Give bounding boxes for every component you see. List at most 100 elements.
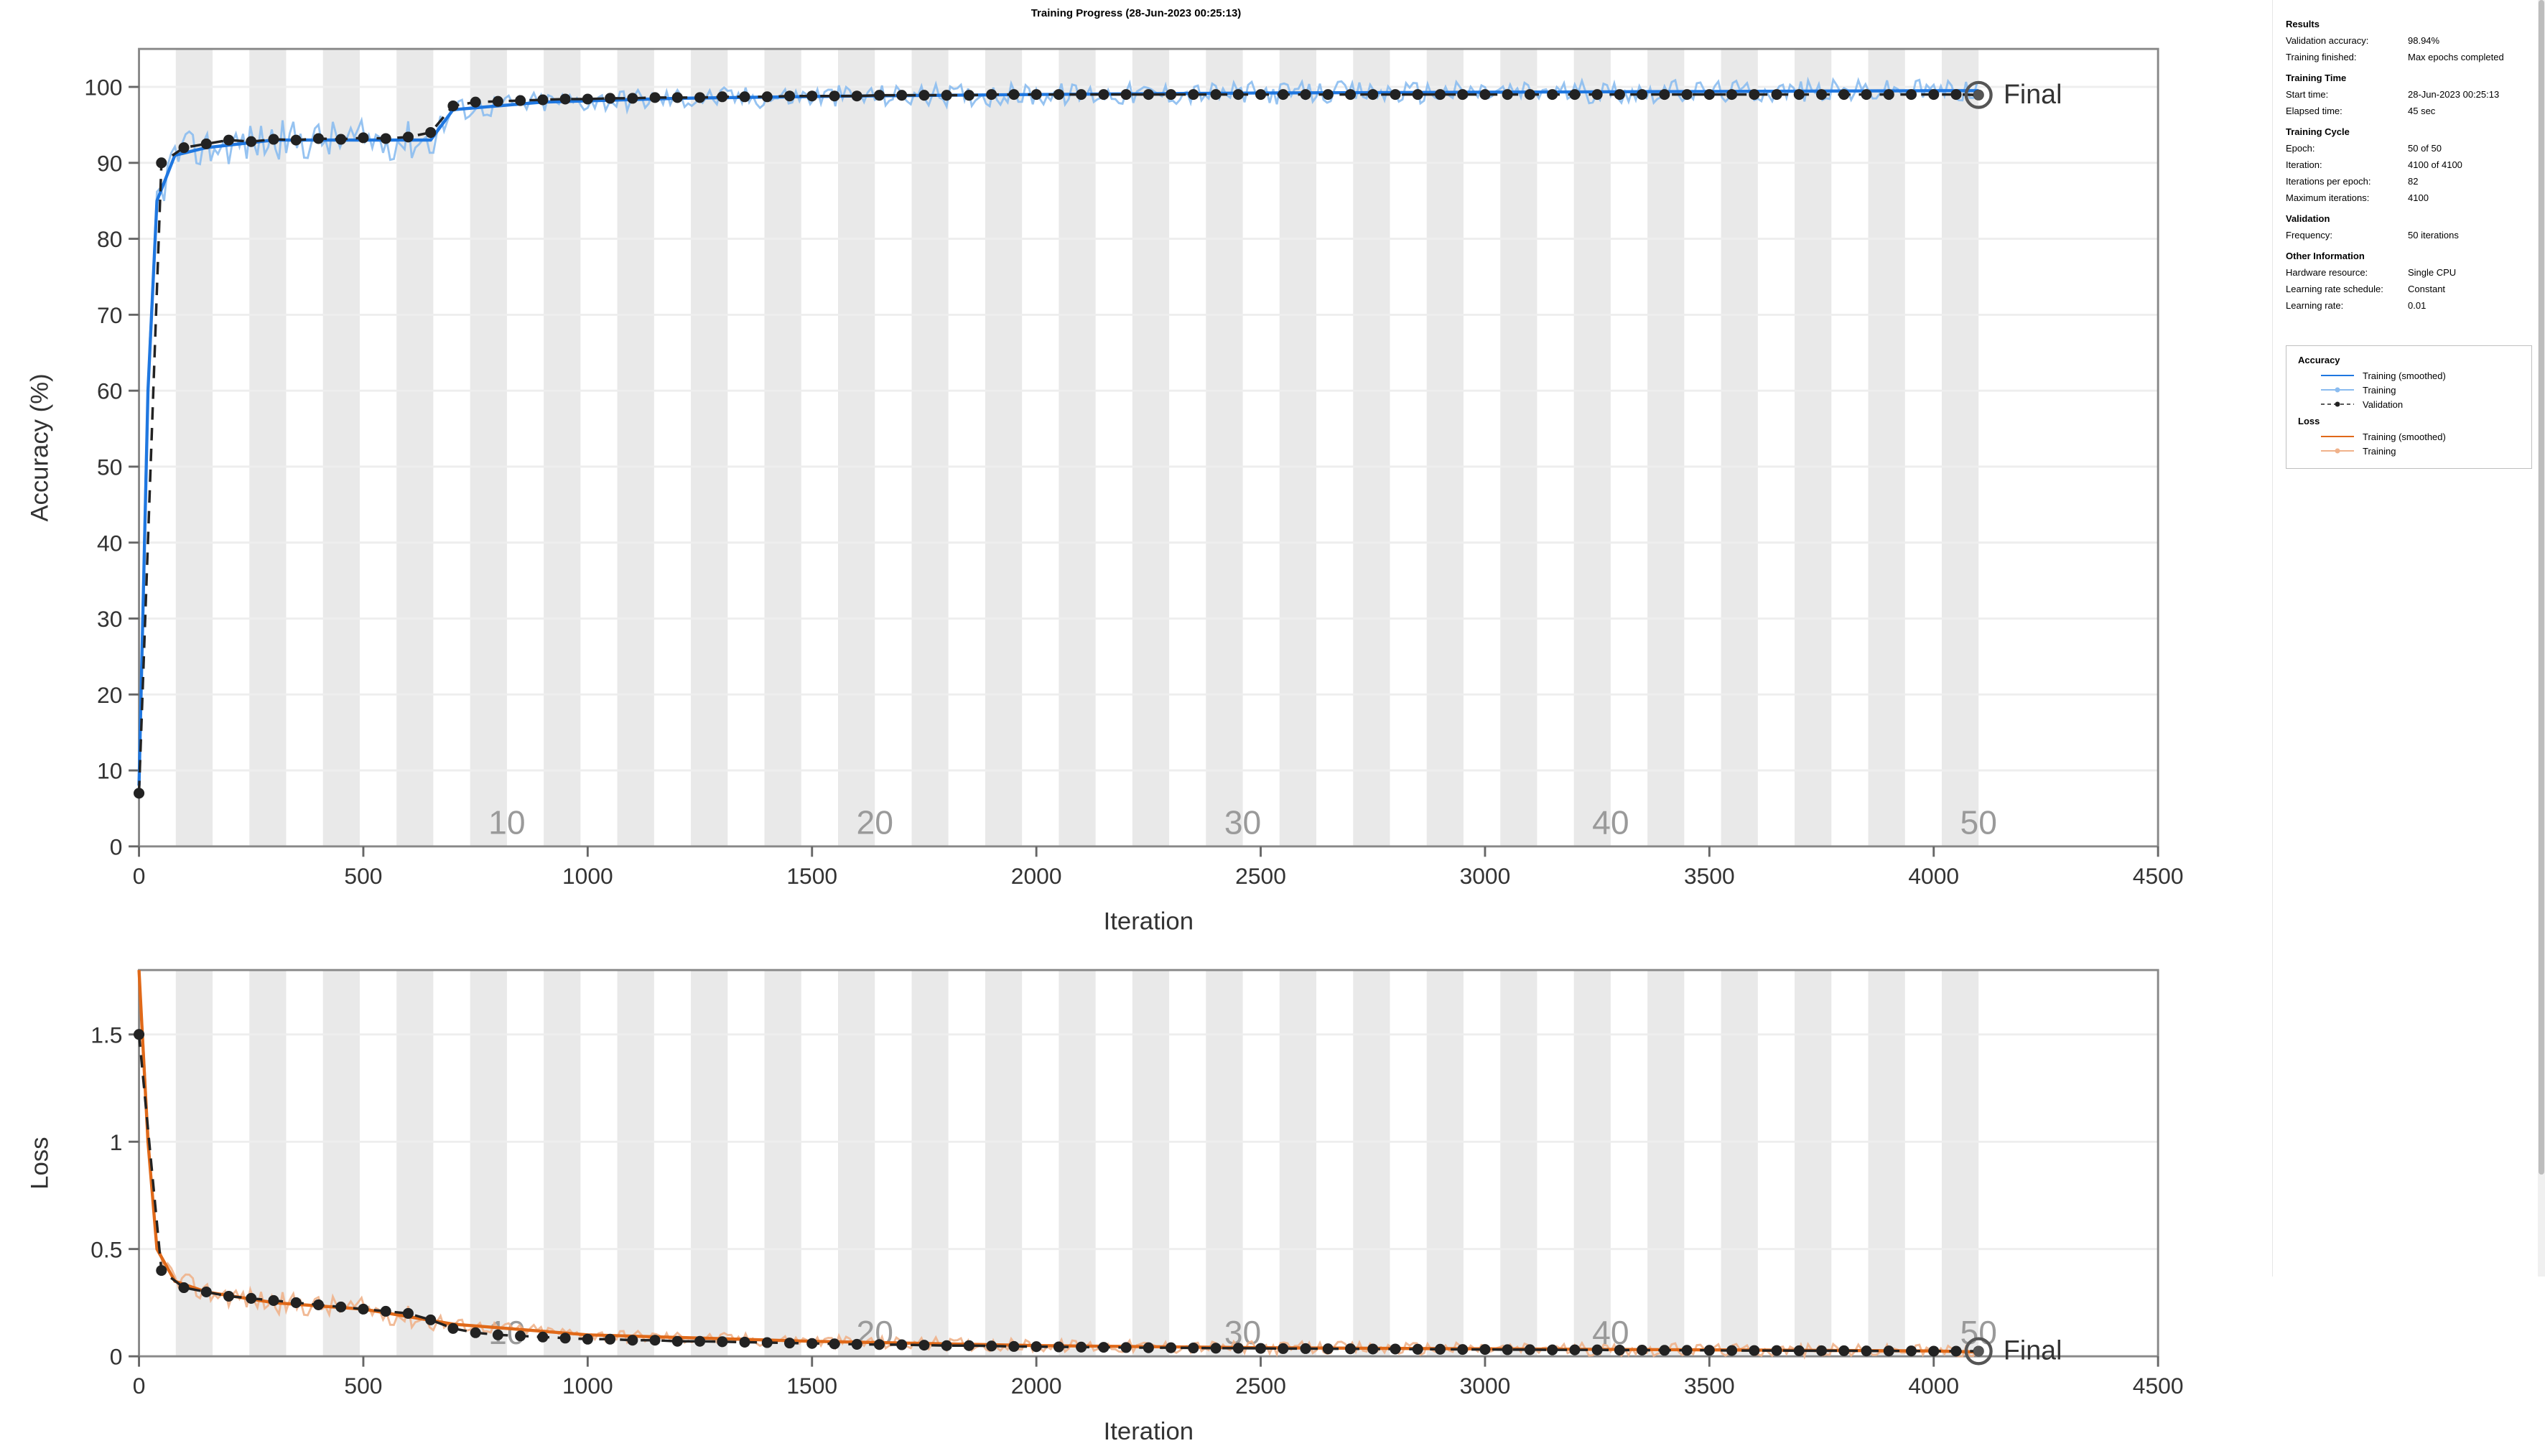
svg-text:4500: 4500 [2133, 1373, 2184, 1399]
svg-text:80: 80 [97, 226, 122, 252]
info-label: Elapsed time: [2286, 106, 2408, 116]
legend-item: Training [2321, 445, 2520, 457]
scrollbar-thumb[interactable] [2539, 0, 2544, 1175]
legend-swatch [2321, 370, 2354, 381]
svg-text:2500: 2500 [1235, 863, 1286, 889]
svg-text:2000: 2000 [1011, 863, 1062, 889]
svg-text:0: 0 [110, 1343, 123, 1369]
svg-text:4000: 4000 [1908, 1373, 1959, 1399]
svg-text:30: 30 [97, 606, 122, 632]
svg-text:40: 40 [97, 530, 122, 556]
legend-loss-items: Training (smoothed) Training [2298, 431, 2520, 457]
vertical-scrollbar[interactable] [2538, 0, 2545, 1277]
svg-text:3000: 3000 [1460, 863, 1511, 889]
svg-text:20: 20 [856, 804, 893, 841]
info-label: Frequency: [2286, 230, 2408, 241]
svg-text:4500: 4500 [2133, 863, 2184, 889]
svg-text:500: 500 [344, 863, 382, 889]
svg-text:10: 10 [97, 758, 122, 784]
validation-heading: Validation [2286, 213, 2532, 224]
info-row: Maximum iterations:4100 [2286, 192, 2532, 203]
info-row: Training finished:Max epochs completed [2286, 52, 2532, 62]
info-row: Learning rate:0.01 [2286, 300, 2532, 311]
info-value: 50 iterations [2408, 230, 2532, 241]
info-label: Learning rate: [2286, 300, 2408, 311]
info-panel: Results Validation accuracy:98.94% Train… [2272, 0, 2545, 1277]
info-row: Validation accuracy:98.94% [2286, 35, 2532, 46]
info-row: Frequency:50 iterations [2286, 230, 2532, 241]
legend-item: Training [2321, 384, 2520, 396]
info-row: Hardware resource:Single CPU [2286, 267, 2532, 278]
svg-text:500: 500 [344, 1373, 382, 1399]
svg-text:60: 60 [97, 378, 122, 404]
svg-text:2000: 2000 [1011, 1373, 1062, 1399]
svg-text:1500: 1500 [786, 863, 837, 889]
svg-text:0: 0 [133, 1373, 146, 1399]
info-label: Iterations per epoch: [2286, 176, 2408, 187]
legend-swatch [2321, 384, 2354, 396]
legend-accuracy-heading: Accuracy [2298, 355, 2520, 365]
svg-text:2500: 2500 [1235, 1373, 1286, 1399]
info-label: Maximum iterations: [2286, 192, 2408, 203]
svg-text:3500: 3500 [1684, 863, 1735, 889]
info-value: Constant [2408, 284, 2532, 294]
info-row: Start time:28-Jun-2023 00:25:13 [2286, 89, 2532, 100]
info-row: Elapsed time:45 sec [2286, 106, 2532, 116]
other-info-section: Other Information Hardware resource:Sing… [2286, 246, 2532, 317]
info-value: 4100 of 4100 [2408, 159, 2532, 170]
legend-swatch [2321, 398, 2354, 410]
info-row: Iteration:4100 of 4100 [2286, 159, 2532, 170]
svg-text:0: 0 [110, 834, 123, 859]
info-value: 4100 [2408, 192, 2532, 203]
svg-text:100: 100 [84, 75, 122, 101]
results-section: Results Validation accuracy:98.94% Train… [2286, 14, 2532, 68]
info-label: Epoch: [2286, 143, 2408, 154]
svg-text:90: 90 [97, 150, 122, 176]
svg-text:Iteration: Iteration [1104, 908, 1194, 935]
legend-item: Training (smoothed) [2321, 431, 2520, 442]
svg-text:1000: 1000 [562, 1373, 613, 1399]
info-label: Iteration: [2286, 159, 2408, 170]
legend-label: Training (smoothed) [2363, 431, 2446, 442]
validation-section: Validation Frequency:50 iterations [2286, 209, 2532, 246]
svg-text:0.5: 0.5 [90, 1236, 122, 1262]
svg-text:1000: 1000 [562, 863, 613, 889]
svg-text:70: 70 [97, 302, 122, 328]
results-heading: Results [2286, 19, 2532, 29]
legend-item: Validation [2321, 398, 2520, 410]
legend-swatch [2321, 445, 2354, 457]
svg-text:40: 40 [1592, 804, 1629, 841]
info-label: Hardware resource: [2286, 267, 2408, 278]
legend-label: Training [2363, 385, 2396, 396]
svg-text:3500: 3500 [1684, 1373, 1735, 1399]
info-value: 82 [2408, 176, 2532, 187]
info-value: Max epochs completed [2408, 52, 2532, 62]
svg-text:1500: 1500 [786, 1373, 837, 1399]
other-info-heading: Other Information [2286, 251, 2532, 261]
svg-text:10: 10 [488, 804, 525, 841]
legend-loss-heading: Loss [2298, 416, 2520, 426]
svg-text:20: 20 [97, 682, 122, 708]
info-value: 0.01 [2408, 300, 2532, 311]
accuracy-chart: 0500100015002000250030003500400045000102… [14, 32, 2258, 946]
training-time-section: Training Time Start time:28-Jun-2023 00:… [2286, 68, 2532, 122]
svg-text:4000: 4000 [1908, 863, 1959, 889]
legend-label: Training [2363, 446, 2396, 457]
info-row: Iterations per epoch:82 [2286, 176, 2532, 187]
chart-title: Training Progress (28-Jun-2023 00:25:13) [14, 7, 2258, 19]
legend-accuracy-items: Training (smoothed) Training Validation [2298, 370, 2520, 410]
legend-label: Validation [2363, 399, 2403, 410]
svg-text:30: 30 [1224, 804, 1261, 841]
svg-text:50: 50 [1960, 804, 1997, 841]
training-time-heading: Training Time [2286, 73, 2532, 83]
info-value: 45 sec [2408, 106, 2532, 116]
svg-text:Accuracy (%): Accuracy (%) [26, 373, 53, 521]
legend-label: Training (smoothed) [2363, 370, 2446, 381]
info-value: 50 of 50 [2408, 143, 2532, 154]
info-value: 98.94% [2408, 35, 2532, 46]
info-label: Validation accuracy: [2286, 35, 2408, 46]
info-value: 28-Jun-2023 00:25:13 [2408, 89, 2532, 100]
svg-text:50: 50 [97, 454, 122, 480]
training-cycle-heading: Training Cycle [2286, 126, 2532, 137]
info-row: Learning rate schedule:Constant [2286, 284, 2532, 294]
